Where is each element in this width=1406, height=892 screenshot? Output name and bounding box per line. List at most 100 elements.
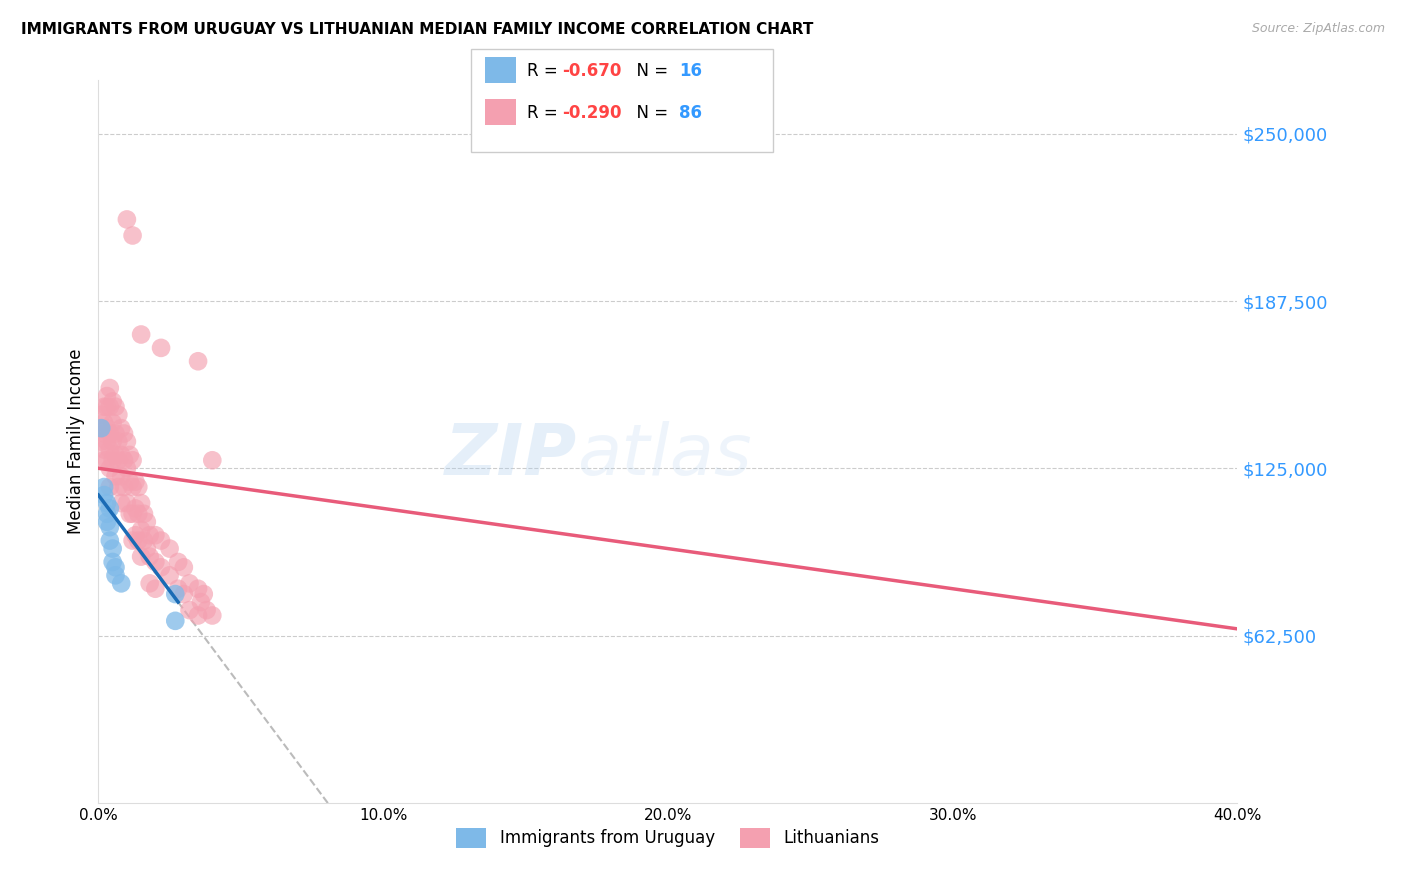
Point bbox=[98, 501, 121, 516]
Point bbox=[179, 603, 201, 617]
Point bbox=[98, 520, 121, 534]
Point bbox=[124, 528, 146, 542]
Point bbox=[93, 416, 115, 430]
Point bbox=[90, 408, 112, 422]
Point bbox=[195, 603, 218, 617]
Point bbox=[129, 549, 152, 564]
Point bbox=[110, 421, 132, 435]
Point bbox=[93, 480, 115, 494]
Point bbox=[101, 453, 124, 467]
Point bbox=[138, 549, 160, 564]
Point bbox=[101, 541, 124, 556]
Text: Source: ZipAtlas.com: Source: ZipAtlas.com bbox=[1251, 22, 1385, 36]
Point bbox=[129, 327, 152, 342]
Point bbox=[98, 400, 121, 414]
Point bbox=[150, 560, 173, 574]
Point bbox=[98, 426, 121, 441]
Point bbox=[107, 434, 129, 449]
Point bbox=[121, 533, 143, 548]
Point bbox=[112, 480, 135, 494]
Point bbox=[107, 408, 129, 422]
Point bbox=[124, 501, 146, 516]
Point bbox=[101, 555, 124, 569]
Point bbox=[98, 461, 121, 475]
Point bbox=[98, 533, 121, 548]
Point bbox=[167, 555, 190, 569]
Point bbox=[101, 434, 124, 449]
Point bbox=[118, 507, 141, 521]
Point bbox=[150, 533, 173, 548]
Y-axis label: Median Family Income: Median Family Income bbox=[66, 349, 84, 534]
Text: -0.670: -0.670 bbox=[562, 62, 621, 80]
Point bbox=[121, 453, 143, 467]
Point bbox=[98, 480, 121, 494]
Point bbox=[118, 448, 141, 462]
Point bbox=[132, 507, 155, 521]
Point bbox=[96, 515, 118, 529]
Point bbox=[93, 400, 115, 414]
Text: ZIP: ZIP bbox=[444, 422, 576, 491]
Point bbox=[135, 515, 157, 529]
Point bbox=[201, 453, 224, 467]
Point bbox=[115, 434, 138, 449]
Text: 16: 16 bbox=[679, 62, 702, 80]
Point bbox=[145, 528, 167, 542]
Point bbox=[127, 507, 149, 521]
Point bbox=[96, 496, 118, 510]
Point bbox=[159, 568, 181, 582]
Point bbox=[187, 608, 209, 623]
Point bbox=[104, 426, 127, 441]
Point bbox=[193, 587, 215, 601]
Text: atlas: atlas bbox=[576, 422, 751, 491]
Text: N =: N = bbox=[626, 62, 673, 80]
Point bbox=[118, 475, 141, 489]
Point bbox=[127, 480, 149, 494]
Point bbox=[93, 426, 115, 441]
Point bbox=[201, 608, 224, 623]
Point bbox=[132, 533, 155, 548]
Legend: Immigrants from Uruguay, Lithuanians: Immigrants from Uruguay, Lithuanians bbox=[449, 820, 887, 856]
Point bbox=[165, 614, 187, 628]
Point bbox=[115, 461, 138, 475]
Point bbox=[96, 400, 118, 414]
Point bbox=[96, 453, 118, 467]
Point bbox=[96, 389, 118, 403]
Text: R =: R = bbox=[527, 104, 564, 122]
Point bbox=[112, 426, 135, 441]
Point bbox=[135, 541, 157, 556]
Point bbox=[173, 560, 195, 574]
Point bbox=[104, 448, 127, 462]
Point bbox=[121, 228, 143, 243]
Text: N =: N = bbox=[626, 104, 673, 122]
Point bbox=[90, 421, 112, 435]
Point bbox=[190, 595, 212, 609]
Point bbox=[96, 434, 118, 449]
Point bbox=[93, 442, 115, 457]
Point bbox=[96, 507, 118, 521]
Point bbox=[138, 576, 160, 591]
Point bbox=[124, 475, 146, 489]
Point bbox=[104, 469, 127, 483]
Point bbox=[129, 523, 152, 537]
Point bbox=[107, 480, 129, 494]
Point bbox=[115, 496, 138, 510]
Text: -0.290: -0.290 bbox=[562, 104, 621, 122]
Point bbox=[101, 394, 124, 409]
Point bbox=[101, 416, 124, 430]
Point bbox=[150, 341, 173, 355]
Point bbox=[129, 496, 152, 510]
Point bbox=[93, 488, 115, 502]
Point bbox=[110, 469, 132, 483]
Point bbox=[110, 496, 132, 510]
Point bbox=[145, 582, 167, 596]
Point bbox=[121, 480, 143, 494]
Text: IMMIGRANTS FROM URUGUAY VS LITHUANIAN MEDIAN FAMILY INCOME CORRELATION CHART: IMMIGRANTS FROM URUGUAY VS LITHUANIAN ME… bbox=[21, 22, 814, 37]
Point bbox=[145, 555, 167, 569]
Point bbox=[104, 400, 127, 414]
Point bbox=[167, 582, 190, 596]
Point bbox=[179, 576, 201, 591]
Point bbox=[112, 453, 135, 467]
Point bbox=[127, 533, 149, 548]
Point bbox=[110, 576, 132, 591]
Point bbox=[93, 453, 115, 467]
